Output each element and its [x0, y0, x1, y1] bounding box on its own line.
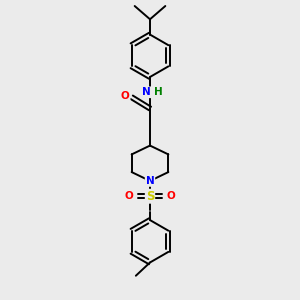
Text: N: N	[146, 176, 154, 186]
Text: O: O	[121, 91, 130, 101]
Text: N: N	[142, 87, 151, 97]
Text: O: O	[167, 191, 176, 201]
Text: H: H	[154, 87, 163, 97]
Text: S: S	[146, 190, 154, 203]
Text: O: O	[124, 191, 133, 201]
